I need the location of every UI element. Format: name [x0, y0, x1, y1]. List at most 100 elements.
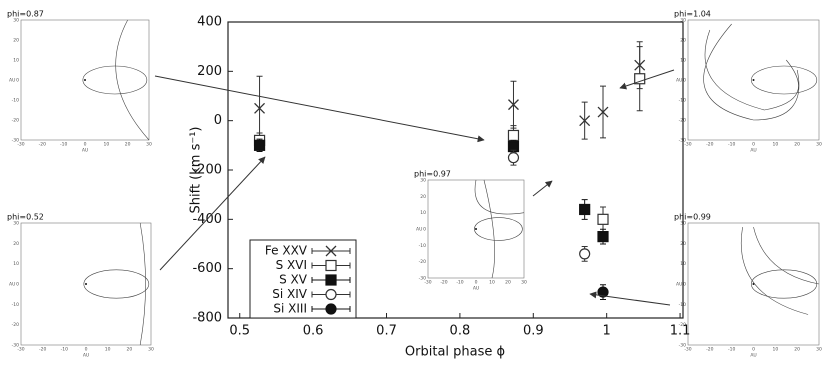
inset-y-tick: -10 — [12, 302, 19, 308]
inset-y-tick: 10 — [680, 261, 686, 267]
inset-y-tick: 30 — [13, 221, 19, 227]
inset-y-tick: 0 — [16, 282, 19, 288]
inset-y-tick: -20 — [679, 322, 686, 328]
inset-y-tick: 0 — [423, 227, 426, 233]
marker — [597, 106, 609, 118]
y-tick-label: 400 — [197, 15, 222, 30]
inset-x-tick: 20 — [125, 142, 131, 148]
orbit — [474, 217, 523, 241]
inset-x-tick: 0 — [84, 142, 87, 148]
shock-curve — [741, 226, 820, 315]
inset-y-tick: 20 — [680, 241, 686, 247]
inset-x-tick: 20 — [126, 347, 132, 353]
shock-curve — [139, 222, 146, 346]
legend-label: Fe XXV — [265, 244, 308, 258]
inset-x-label: AU — [750, 353, 756, 359]
y-tick-label: -600 — [192, 261, 222, 276]
marker — [597, 213, 609, 225]
star — [752, 79, 755, 81]
inset-y-label: AU — [676, 78, 682, 84]
inset-y-tick: -10 — [679, 98, 686, 104]
inset-frame — [20, 222, 152, 346]
x-tick-label: 0.9 — [523, 324, 544, 339]
inset-x-tick: 20 — [794, 142, 800, 148]
y-tick-label: 0 — [214, 113, 222, 128]
marker — [254, 102, 266, 114]
inset-title: phi=1.04 — [674, 10, 711, 19]
inset-y-tick: 30 — [680, 221, 686, 227]
inset-panel: phi=0.99 -30-30 -20 -20 -10 -10 0 0 10 10 20 20 30 30… — [674, 213, 822, 359]
inset-y-tick: -30 — [679, 343, 686, 349]
marker — [634, 73, 646, 85]
x-tick-label: 0.7 — [376, 324, 397, 339]
marker — [325, 245, 337, 257]
inset-x-tick: -20 — [39, 347, 46, 353]
inset-title: phi=0.99 — [674, 213, 711, 222]
inset-panel: phi=1.04 -30-30 -20 -20 -10 -10 0 0 10 10 20 20 30 30… — [674, 10, 822, 154]
marker — [597, 286, 609, 298]
inset-y-tick: -30 — [12, 138, 19, 144]
inset-y-tick: 10 — [420, 210, 426, 216]
star — [85, 283, 87, 285]
inset-y-tick: 30 — [680, 18, 686, 24]
inset-x-tick: 0 — [475, 280, 478, 286]
inset-title: phi=0.87 — [7, 10, 44, 19]
orbit — [751, 65, 818, 95]
inset-panel: phi=0.97 -30-30 -20 -20 -10 -10 0 0 10 10 20 20 30 30… — [408, 166, 534, 304]
marker — [507, 129, 520, 142]
legend-box — [249, 239, 357, 319]
marker — [579, 248, 591, 260]
x-tick-label: 1.1 — [670, 324, 691, 339]
inset-x-tick: -30 — [17, 142, 24, 148]
inset-x-tick: 20 — [505, 280, 511, 286]
inset-bg — [408, 166, 534, 304]
inset-x-tick: -20 — [440, 280, 447, 286]
inset-frame — [20, 19, 150, 141]
inset-x-tick: -10 — [456, 280, 463, 286]
marker — [579, 115, 591, 127]
marker — [507, 152, 520, 164]
inset-y-tick: 10 — [680, 58, 686, 64]
inset-frame — [687, 19, 820, 141]
inset-y-tick: 0 — [683, 282, 686, 288]
marker — [325, 288, 337, 301]
x-axis-label: Orbital phase ϕ — [405, 345, 505, 360]
inset-title: phi=0.97 — [414, 170, 451, 179]
inset-x-tick: -30 — [684, 142, 691, 148]
inset-x-tick: 0 — [752, 347, 755, 353]
inset-y-tick: 30 — [13, 18, 19, 24]
inset-y-label: AU — [9, 282, 15, 288]
legend-label: S XVI — [276, 258, 307, 272]
inset-y-tick: 10 — [13, 261, 19, 267]
marker — [325, 274, 337, 286]
orbit — [83, 269, 150, 299]
inset-x-tick: -30 — [424, 280, 431, 286]
inset-x-tick: 30 — [148, 347, 154, 353]
inset-y-tick: 20 — [680, 38, 686, 44]
shock-curve — [474, 179, 525, 279]
inset-y-tick: -30 — [12, 343, 19, 349]
inset-x-label: AU — [83, 353, 89, 359]
inset-y-tick: -30 — [419, 276, 426, 282]
inset-y-tick: 20 — [13, 38, 19, 44]
inset-x-tick: 20 — [794, 347, 800, 353]
inset-x-tick: 10 — [772, 142, 778, 148]
marker — [253, 139, 266, 151]
inset-panel: phi=0.52 -30-30 -20 -20 -10 -10 0 0 10 10 20 20 30 30… — [7, 213, 154, 359]
y-tick-label: 200 — [197, 64, 222, 79]
inset-y-tick: 10 — [13, 58, 19, 64]
star — [475, 228, 477, 230]
inset-x-tick: -10 — [728, 142, 735, 148]
inset-x-tick: 30 — [521, 280, 527, 286]
inset-y-tick: 30 — [420, 178, 426, 184]
orbit — [82, 65, 148, 95]
inset-x-tick: 10 — [103, 142, 109, 148]
orbit — [751, 269, 818, 299]
inset-y-tick: -30 — [679, 138, 686, 144]
inset-x-label: AU — [750, 148, 756, 154]
inset-x-tick: -10 — [61, 347, 68, 353]
inset-x-tick: 0 — [752, 142, 755, 148]
legend-label: Si XIV — [272, 287, 308, 301]
